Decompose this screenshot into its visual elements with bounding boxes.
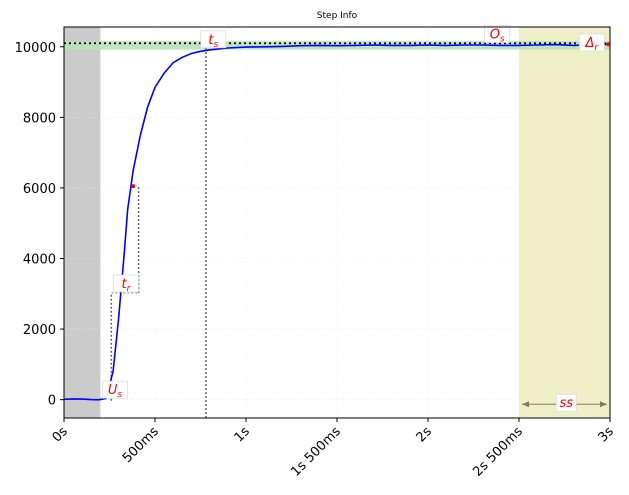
x-tick-label: 1s [232,424,253,445]
ss-arrow-head-left [522,401,529,408]
chart-title: Step Info [317,11,358,21]
y-tick-label: 2000 [23,323,56,338]
x-tick-label: 3s [596,424,617,445]
y-tick-label: 10000 [15,41,56,56]
annotation-label: tr [121,277,131,294]
annotation-box [555,393,577,412]
x-tick-label: 2s [414,424,435,445]
annotation-box [578,33,605,52]
x-tick-label: 2s 500ms [470,424,526,480]
annotation-label: ss [560,396,574,411]
ss-arrow-head-right [600,401,607,408]
undershoot-region [64,27,101,418]
annotation-box [112,274,139,293]
y-tick-label: 6000 [23,182,56,197]
y-tick-label: 8000 [23,111,56,126]
annotation-box [102,380,128,399]
response-series-line [64,43,610,401]
x-tick-label: 1s 500ms [288,424,344,480]
marker-point [131,184,136,189]
annotation-box [200,30,227,49]
y-tick-label: 0 [48,394,56,409]
x-tick-label: 500ms [120,424,162,466]
marker-point [606,42,611,47]
steady-state-region [519,27,610,418]
annotation-box [484,25,511,43]
x-tick-label: 0s [50,424,71,445]
y-tick-label: 4000 [23,252,56,267]
annotation-label: ts [208,33,218,50]
